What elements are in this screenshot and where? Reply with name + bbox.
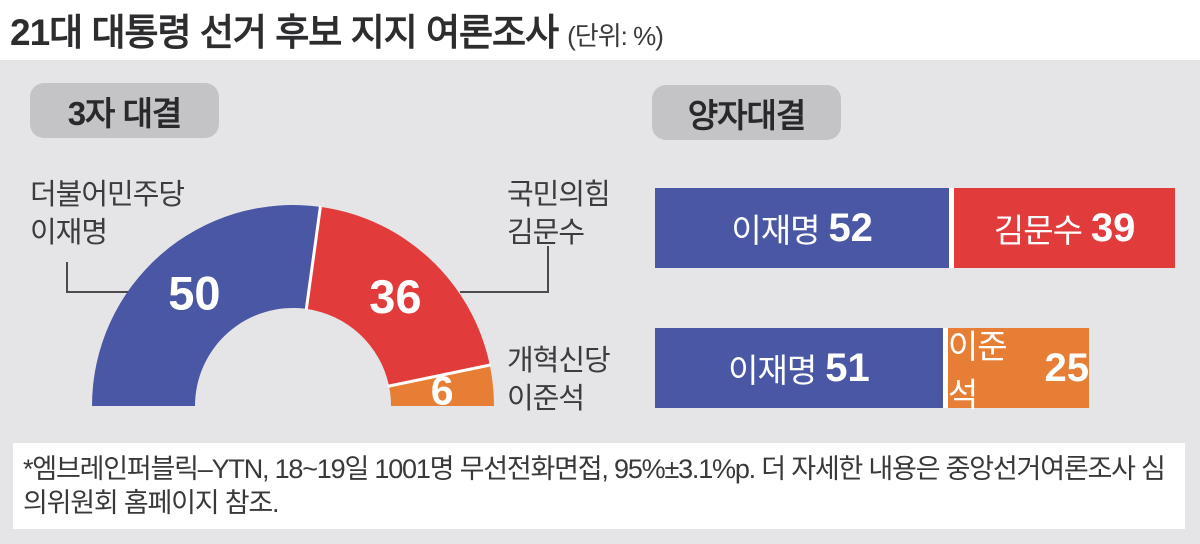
semi-donut-chart: 50 366 [92,205,494,414]
footnote-text: *엠브레인퍼블릭–YTN, 18~19일 1001명 무선전화면접, 95%±3… [23,454,1166,518]
label-ppp-candidate: 국민의힘 김문수 [507,176,611,252]
bar-candidate-name: 김문수 [993,212,1083,249]
bar-candidate-name: 이재명 [728,352,817,389]
matchup-bar: 이재명 52 김문수 39 [655,188,1175,268]
badge-two-way: 양자대결 [652,85,841,140]
footnote-box: *엠브레인퍼블릭–YTN, 18~19일 1001명 무선전화면접, 95%±3… [13,443,1185,529]
matchup-bar: 이재명 51 이준석 25 [655,328,1090,413]
page-title: 21대 대통령 선거 후보 지지 여론조사 (단위: %) [10,2,664,58]
donut-segment [389,365,494,406]
callout-line [66,291,128,293]
badge-three-way: 3자 대결 [30,83,219,138]
bar-value: 52 [828,205,873,250]
bar-segment: 김문수 39 [954,188,1175,268]
candidate-name: 김문수 [507,217,585,249]
bar-value: 25 [1044,345,1090,390]
page-title-text: 21대 대통령 선거 후보 지지 여론조사 [10,12,559,53]
donut-value-label: 50 [168,266,220,319]
bar-segment: 이준석 25 [947,328,1090,413]
segment-divider [304,205,322,311]
callout-line [66,262,68,293]
chart-panel: 3자 대결 양자대결 50 36 6 더불어민주당 이재명 국민의힘 김문수 개혁신… [0,60,1200,544]
unit-note: (단위: %) [567,21,664,51]
bar-candidate-name: 이재명 [731,212,820,249]
donut-segment [92,205,321,406]
donut-value-label: 6 [431,368,454,414]
bar-segment: 이재명 51 [655,328,943,408]
party-name: 개혁신당 [507,345,611,377]
party-name: 더불어민주당 [30,179,185,211]
bar-segment: 이재명 52 [655,188,950,268]
callout-line [460,291,549,293]
donut-segment [306,206,490,387]
two-way-bars: 이재명 52 김문수 39 이재명 51 이준석 25 [655,188,1185,468]
callout-line [547,246,549,293]
segment-divider [387,363,492,388]
candidate-name: 이재명 [30,217,108,249]
bar-value: 51 [825,345,870,390]
party-name: 국민의힘 [507,179,611,211]
donut-value-label: 36 [369,270,421,323]
bar-value: 39 [1090,205,1136,250]
bar-candidate-name: 이준석 [947,328,1008,413]
label-reform-candidate: 개혁신당 이준석 [507,342,611,418]
candidate-name: 이준석 [507,383,585,415]
label-democratic-candidate: 더불어민주당 이재명 [30,176,185,252]
